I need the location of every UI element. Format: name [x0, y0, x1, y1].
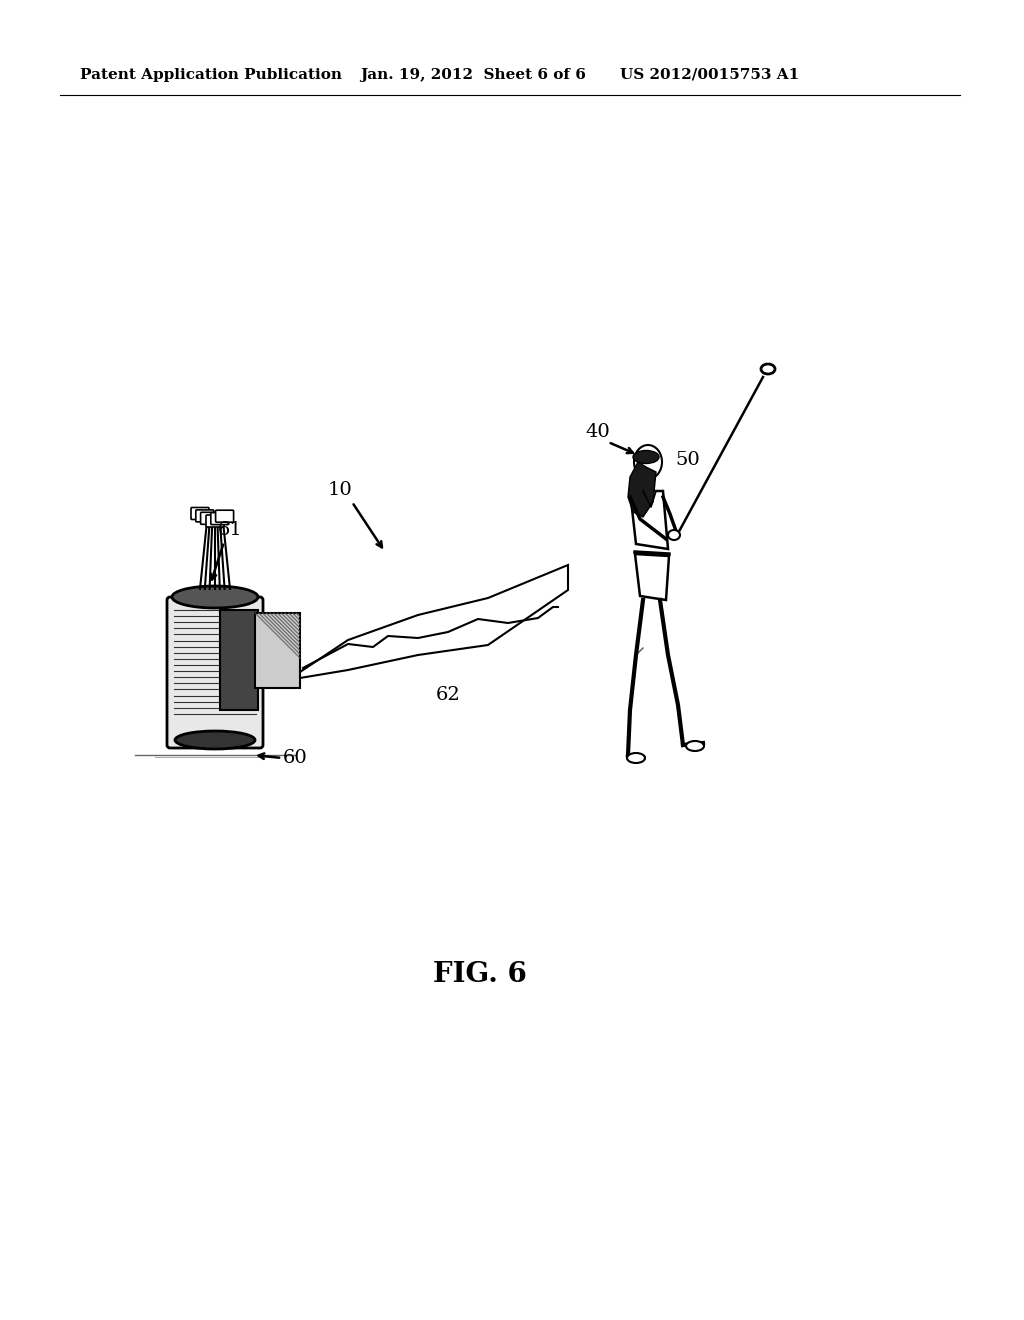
Text: US 2012/0015753 A1: US 2012/0015753 A1 — [620, 69, 800, 82]
FancyBboxPatch shape — [216, 511, 233, 523]
Ellipse shape — [627, 752, 645, 763]
FancyBboxPatch shape — [201, 512, 218, 524]
FancyBboxPatch shape — [196, 510, 214, 521]
Text: 10: 10 — [328, 480, 352, 499]
Text: 60: 60 — [283, 748, 307, 767]
Text: FIG. 6: FIG. 6 — [433, 961, 527, 989]
FancyBboxPatch shape — [211, 512, 228, 524]
Text: 61: 61 — [218, 521, 243, 539]
Text: 50: 50 — [676, 451, 700, 469]
Ellipse shape — [761, 364, 775, 374]
Bar — [255, 612, 300, 688]
Bar — [220, 610, 258, 710]
Ellipse shape — [175, 731, 255, 748]
Polygon shape — [628, 462, 656, 517]
Ellipse shape — [668, 531, 680, 540]
Text: 62: 62 — [435, 686, 461, 704]
Polygon shape — [288, 565, 568, 680]
Ellipse shape — [172, 586, 258, 609]
FancyBboxPatch shape — [191, 507, 209, 520]
FancyBboxPatch shape — [167, 597, 263, 748]
Text: 40: 40 — [586, 422, 610, 441]
Ellipse shape — [634, 445, 662, 479]
Text: Jan. 19, 2012  Sheet 6 of 6: Jan. 19, 2012 Sheet 6 of 6 — [360, 69, 586, 82]
Ellipse shape — [686, 741, 705, 751]
Polygon shape — [630, 491, 668, 549]
FancyBboxPatch shape — [206, 515, 224, 527]
Polygon shape — [635, 554, 669, 601]
Text: Patent Application Publication: Patent Application Publication — [80, 69, 342, 82]
Ellipse shape — [633, 450, 659, 463]
